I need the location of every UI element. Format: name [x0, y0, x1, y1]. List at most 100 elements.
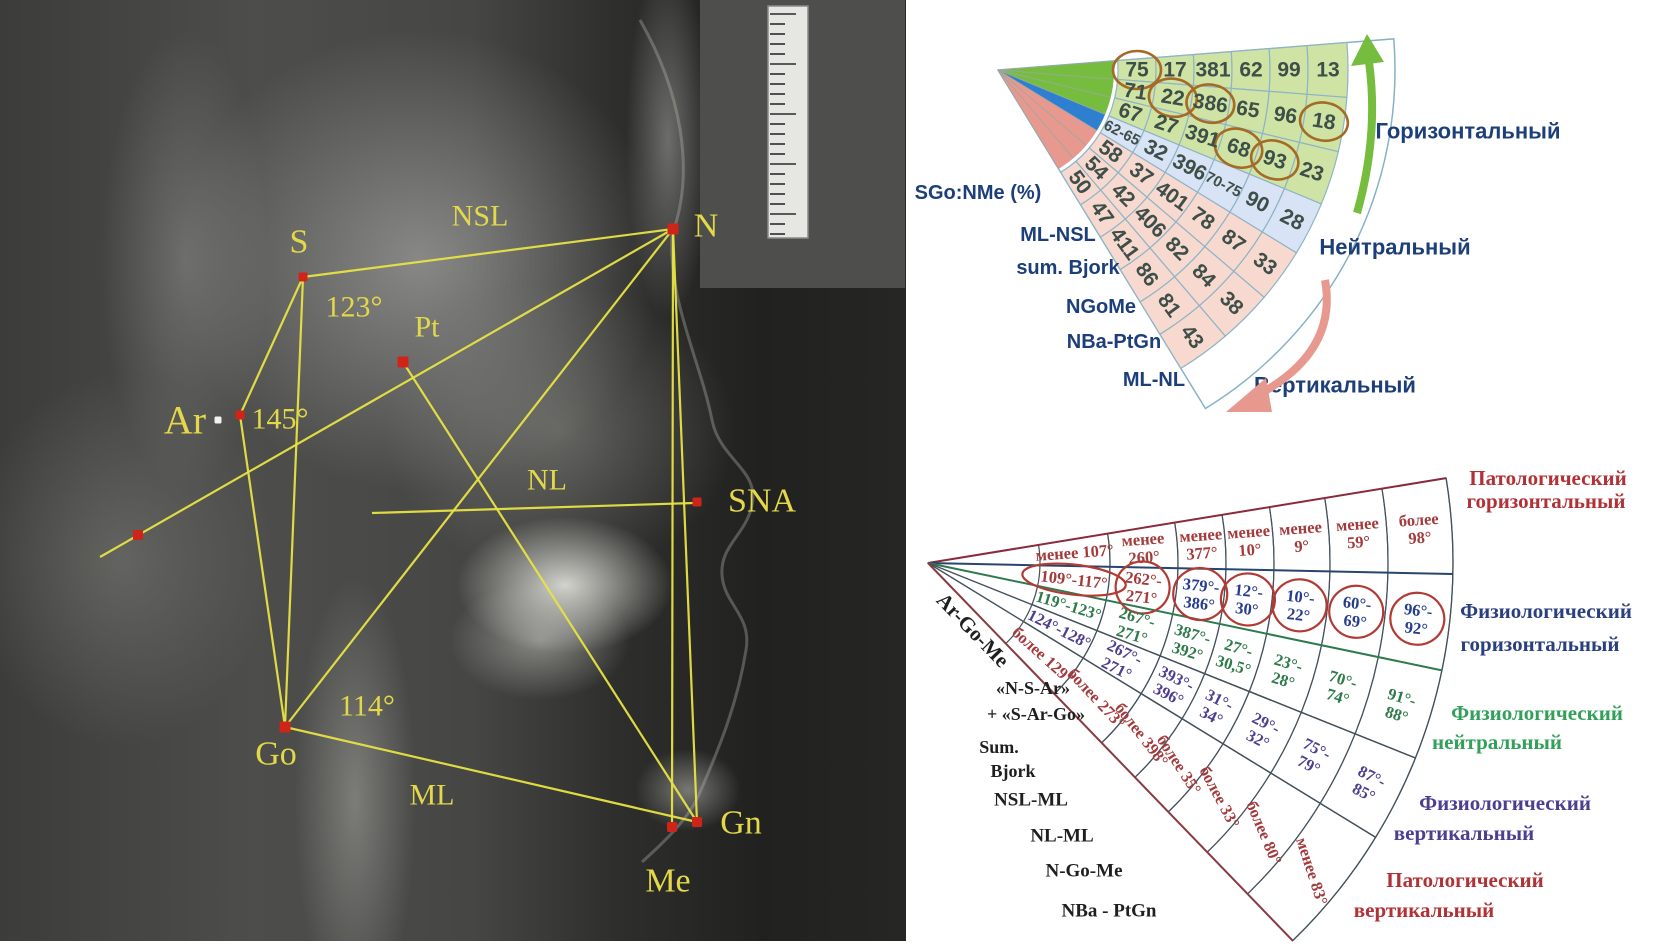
landmark-dot	[235, 410, 245, 420]
highlight-ellipse	[1249, 139, 1300, 181]
landmark-dot	[397, 356, 409, 368]
growth-category-label: Физиологический	[1451, 701, 1623, 725]
fan-cell-value: 18	[1311, 108, 1338, 134]
landmark-dot	[667, 223, 679, 235]
landmark-label: SNA	[728, 483, 796, 520]
tracing-line	[302, 227, 674, 279]
apex-wedge-line	[997, 69, 1098, 132]
row-boundary-line	[927, 477, 1447, 564]
landmark-label: 114°	[339, 690, 395, 723]
highlight-ellipse	[1219, 572, 1277, 627]
highlight-ellipse	[1172, 566, 1229, 622]
fan-cell	[1159, 304, 1227, 370]
tracing-line	[670, 228, 675, 828]
row-boundary-line	[927, 562, 1294, 942]
horizontal-growth-arrowhead	[1351, 34, 1384, 66]
apex-wedge-line	[997, 69, 1087, 146]
fan-bottom: менее 107°менее260°менее377°менее10°мене…	[926, 466, 1632, 942]
growth-category-label: Физиологический	[1460, 599, 1632, 623]
fan-cell-value: 381	[1195, 59, 1230, 82]
landmark-dot	[214, 416, 222, 424]
fan-measure-label: Sum.	[979, 737, 1019, 757]
landmark-label: N	[694, 208, 719, 245]
apex-wedge-horizontal	[998, 60, 1114, 115]
growth-category-label: Патологический	[1386, 868, 1544, 892]
apex-wedge-line	[997, 69, 1114, 80]
fan-cell-value: менее9°	[1278, 517, 1323, 557]
tracing-line	[284, 725, 698, 824]
fan-cell-value: 71	[1122, 79, 1149, 105]
fan-cell-value: 91°-88°	[1380, 684, 1418, 728]
growth-category-label: вертикальный	[1394, 821, 1534, 845]
fan-measure-label: sum. Bjork	[1016, 257, 1120, 279]
fan-measure-label: NBa - PtGn	[1062, 901, 1157, 922]
landmark-label: ML	[410, 779, 455, 812]
fan-cell-value: 60°-69°	[1340, 592, 1373, 632]
fan-cell-value: 10°-22°	[1283, 585, 1316, 625]
tracing-line	[283, 276, 305, 728]
fan-measure-label: Bjork	[991, 761, 1036, 781]
tracing-line	[238, 414, 287, 728]
highlight-ellipse	[1021, 562, 1127, 597]
fan-cell-value: 96	[1272, 102, 1299, 128]
landmark-dot	[279, 721, 291, 733]
growth-category-label: горизонтальный	[1467, 489, 1626, 513]
fan-cell-value: 22	[1159, 85, 1186, 111]
fan-cell-value: 75	[1125, 59, 1149, 82]
tracing-line	[284, 228, 674, 728]
fan-cell-value: 267°-271°	[1112, 602, 1158, 648]
vertical-growth-arrowhead	[1226, 378, 1272, 412]
tracing-line	[402, 361, 698, 823]
landmark-label: NL	[527, 464, 567, 497]
fan-cell-value: 17	[1163, 59, 1186, 82]
landmark-dot	[298, 272, 308, 282]
growth-category-label: горизонтальный	[1461, 632, 1620, 656]
highlight-ellipse	[1147, 77, 1199, 119]
fan-cell-value: 96°-92°	[1401, 599, 1434, 639]
landmark-label: S	[290, 224, 309, 261]
growth-zone-label: Горизонтальный	[1375, 119, 1560, 144]
fan-measure-label: ML-NSL	[1020, 224, 1096, 246]
tracing-line	[99, 228, 674, 558]
fan-cell-value: 99	[1277, 59, 1300, 82]
highlight-ellipse	[1185, 83, 1236, 125]
vertical-growth-arrow	[1256, 279, 1331, 399]
fan-measure-label: NBa-PtGn	[1067, 331, 1161, 353]
landmark-label: Pt	[414, 311, 440, 344]
highlight-ellipse	[1271, 578, 1328, 633]
highlight-ellipse	[1389, 591, 1446, 646]
tracing-line	[238, 276, 305, 416]
apex-wedge-line	[997, 69, 1060, 170]
fan-cell-value: менее10°	[1227, 520, 1272, 560]
landmark-label: NSL	[452, 200, 509, 233]
fan-measure-label: SGo:NMe (%)	[915, 182, 1042, 204]
landmark-dot	[692, 497, 702, 507]
apex-wedge-line	[997, 69, 1074, 159]
landmark-dot	[667, 822, 677, 832]
highlight-ellipse	[1328, 584, 1385, 639]
growth-category-label: вертикальный	[1354, 898, 1494, 922]
apex-wedge-line	[997, 69, 1111, 98]
fan-measure-label: «N-S-Ar»	[996, 678, 1070, 698]
growth-zone-label: Нейтральный	[1319, 235, 1470, 260]
fan-cell-value: 65	[1235, 96, 1262, 122]
fan-cell	[1246, 802, 1377, 942]
fan-measure-label: ML-NL	[1123, 369, 1185, 391]
fan-cell-value: 379°-386°	[1180, 574, 1221, 615]
growth-category-label: Физиологический	[1419, 791, 1591, 815]
fan-cell-value: менее377°	[1179, 524, 1224, 564]
horizontal-growth-arrow	[1353, 61, 1377, 215]
highlight-ellipse	[1213, 127, 1264, 170]
fan-measure-label: NSL-ML	[994, 790, 1068, 811]
landmark-label: Ar	[164, 398, 206, 443]
fan-cell-value: 12°-30°	[1232, 579, 1265, 619]
apex-wedge-line	[997, 60, 1114, 71]
landmark-label: 123°	[326, 291, 383, 324]
fan-cell-value: более98°	[1398, 508, 1440, 548]
landmark-dot	[692, 817, 702, 827]
fan-cell-value: 386	[1191, 90, 1229, 118]
row-boundary-line	[927, 562, 1377, 838]
